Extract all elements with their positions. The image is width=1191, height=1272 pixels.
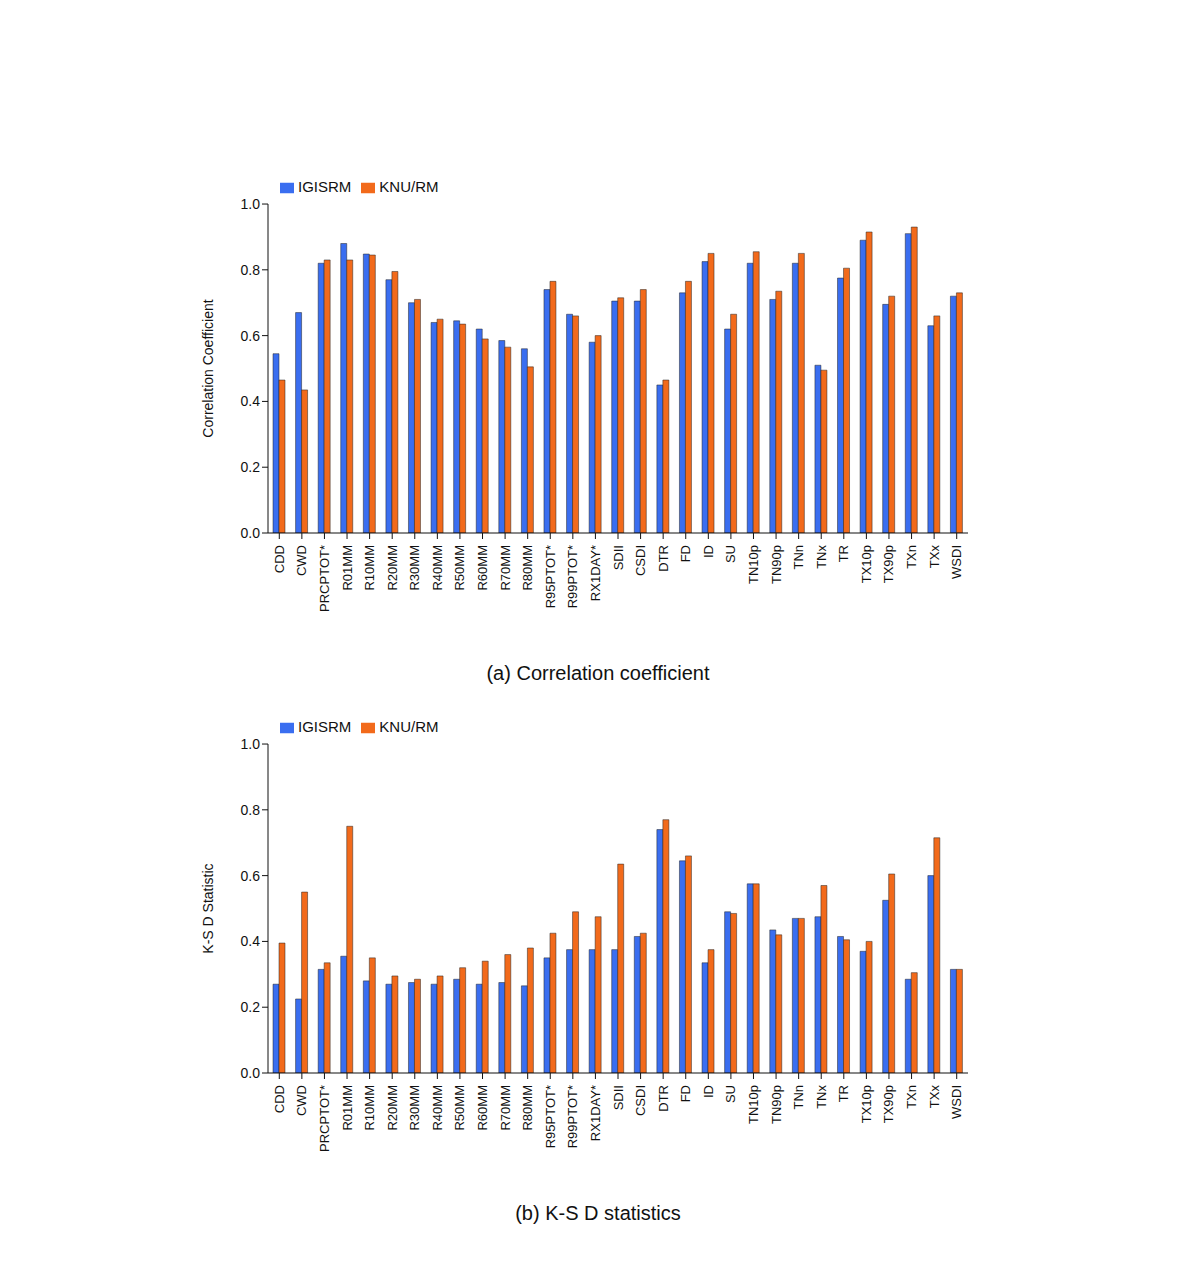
svg-text:TR: TR <box>836 545 851 562</box>
svg-text:CWD: CWD <box>294 545 309 576</box>
svg-text:R70MM: R70MM <box>498 545 513 591</box>
svg-text:R50MM: R50MM <box>452 1085 467 1131</box>
svg-text:R40MM: R40MM <box>430 545 445 591</box>
svg-text:TNx: TNx <box>814 1085 829 1109</box>
svg-text:R99PTOT*: R99PTOT* <box>565 1085 580 1148</box>
svg-text:1.0: 1.0 <box>241 196 261 212</box>
svg-text:0.6: 0.6 <box>241 328 261 344</box>
svg-text:0.8: 0.8 <box>241 262 261 278</box>
svg-text:SU: SU <box>723 1085 738 1103</box>
svg-text:RX1DAY*: RX1DAY* <box>588 545 603 601</box>
svg-text:TN90p: TN90p <box>769 1085 784 1124</box>
svg-text:WSDI: WSDI <box>949 545 964 579</box>
html-text:KNU/RM: KNU/RM <box>379 178 439 195</box>
svg-text:0.0: 0.0 <box>241 1065 261 1081</box>
html-text:IGISRM: IGISRM <box>298 718 352 735</box>
svg-text:SDII: SDII <box>611 545 626 570</box>
svg-text:R01MM: R01MM <box>340 545 355 591</box>
html-text:(a) Correlation coefficient: (a) Correlation coefficient <box>486 662 710 684</box>
svg-text:PRCPTOT*: PRCPTOT* <box>317 1085 332 1152</box>
svg-text:TXx: TXx <box>927 545 942 569</box>
svg-text:R60MM: R60MM <box>475 545 490 591</box>
svg-text:0.4: 0.4 <box>241 933 261 949</box>
svg-text:SU: SU <box>723 545 738 563</box>
svg-text:R30MM: R30MM <box>407 1085 422 1131</box>
svg-text:R30MM: R30MM <box>407 545 422 591</box>
svg-text:CDD: CDD <box>272 1085 287 1113</box>
html-text:IGISRM: IGISRM <box>298 178 352 195</box>
svg-text:0.4: 0.4 <box>241 393 261 409</box>
svg-text:1.0: 1.0 <box>241 736 261 752</box>
svg-text:TNx: TNx <box>814 545 829 569</box>
svg-text:DTR: DTR <box>656 545 671 572</box>
svg-text:R50MM: R50MM <box>452 545 467 591</box>
svg-text:R10MM: R10MM <box>362 545 377 591</box>
svg-text:ID: ID <box>701 1085 716 1098</box>
svg-text:RX1DAY*: RX1DAY* <box>588 1085 603 1141</box>
svg-text:R80MM: R80MM <box>520 1085 535 1131</box>
svg-text:0.2: 0.2 <box>241 999 261 1015</box>
svg-text:PRCPTOT*: PRCPTOT* <box>317 545 332 612</box>
svg-text:R10MM: R10MM <box>362 1085 377 1131</box>
svg-text:TN90p: TN90p <box>769 545 784 584</box>
svg-text:0.2: 0.2 <box>241 459 261 475</box>
svg-text:TX90p: TX90p <box>881 1085 896 1123</box>
svg-text:TR: TR <box>836 1085 851 1102</box>
svg-text:R20MM: R20MM <box>385 545 400 591</box>
svg-text:TNn: TNn <box>791 545 806 570</box>
svg-text:TX10p: TX10p <box>859 1085 874 1123</box>
svg-text:R40MM: R40MM <box>430 1085 445 1131</box>
svg-text:SDII: SDII <box>611 1085 626 1110</box>
svg-text:FD: FD <box>678 545 693 562</box>
html-text:KNU/RM: KNU/RM <box>379 718 439 735</box>
svg-text:CWD: CWD <box>294 1085 309 1116</box>
svg-text:TXn: TXn <box>904 545 919 569</box>
svg-text:TX10p: TX10p <box>859 545 874 583</box>
svg-text:R95PTOT*: R95PTOT* <box>543 545 558 608</box>
svg-text:Correlation Coefficient: Correlation Coefficient <box>200 299 216 437</box>
svg-text:DTR: DTR <box>656 1085 671 1112</box>
svg-text:R80MM: R80MM <box>520 545 535 591</box>
svg-text:R99PTOT*: R99PTOT* <box>565 545 580 608</box>
svg-text:0.6: 0.6 <box>241 868 261 884</box>
svg-text:CSDI: CSDI <box>633 545 648 576</box>
svg-text:TXx: TXx <box>927 1085 942 1109</box>
svg-text:0.0: 0.0 <box>241 525 261 541</box>
svg-text:ID: ID <box>701 545 716 558</box>
svg-text:TNn: TNn <box>791 1085 806 1110</box>
svg-text:WSDI: WSDI <box>949 1085 964 1119</box>
svg-text:R01MM: R01MM <box>340 1085 355 1131</box>
svg-text:CDD: CDD <box>272 545 287 573</box>
svg-text:TN10p: TN10p <box>746 1085 761 1124</box>
svg-text:0.8: 0.8 <box>241 802 261 818</box>
svg-text:TX90p: TX90p <box>881 545 896 583</box>
svg-text:R95PTOT*: R95PTOT* <box>543 1085 558 1148</box>
svg-text:CSDI: CSDI <box>633 1085 648 1116</box>
svg-text:TN10p: TN10p <box>746 545 761 584</box>
svg-text:K-S D Statistic: K-S D Statistic <box>200 863 216 953</box>
html-text:(b) K-S D statistics: (b) K-S D statistics <box>515 1202 681 1224</box>
svg-text:FD: FD <box>678 1085 693 1102</box>
svg-text:TXn: TXn <box>904 1085 919 1109</box>
svg-text:R60MM: R60MM <box>475 1085 490 1131</box>
svg-text:R70MM: R70MM <box>498 1085 513 1131</box>
svg-text:R20MM: R20MM <box>385 1085 400 1131</box>
